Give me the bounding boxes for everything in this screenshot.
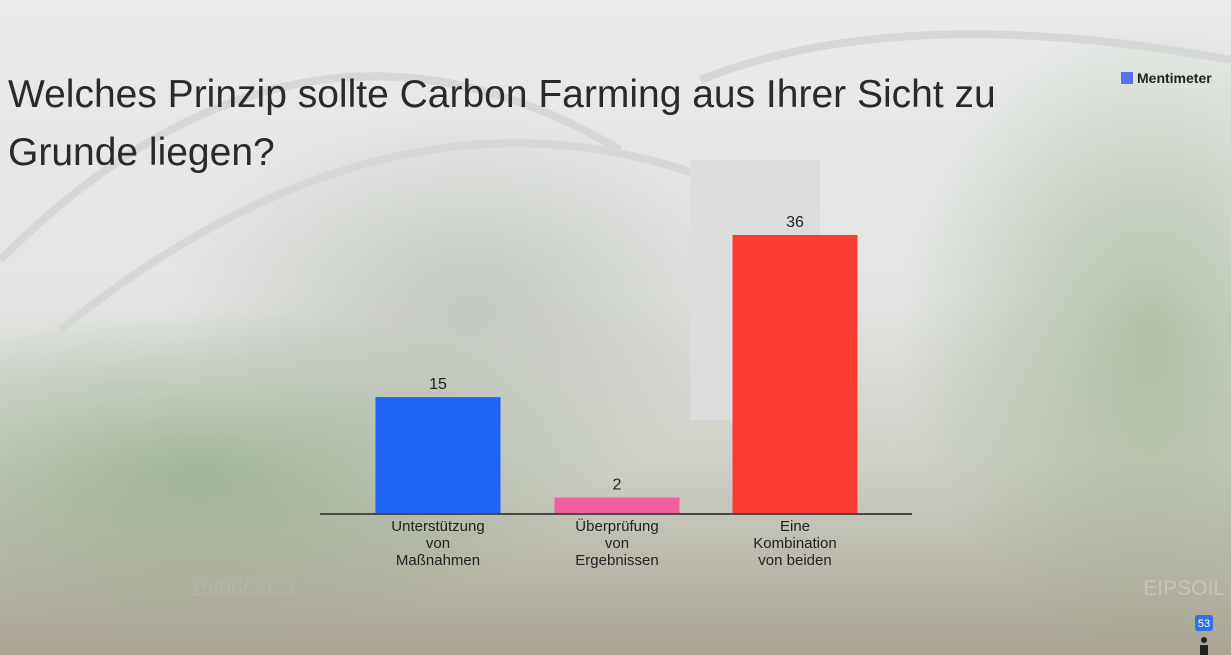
person-icon <box>1201 637 1207 643</box>
footer-date: 15/06/2023 <box>190 577 295 600</box>
category-label: Eine Kombination von beiden <box>745 518 845 569</box>
slide: Mentimeter 15/06/2023 EIPSOIL 53 15 2 36 W… <box>0 0 1231 655</box>
value-label: 36 <box>786 214 804 231</box>
bar <box>555 498 680 513</box>
title: Welches Prinzip sollte Carbon Farming au… <box>8 66 1058 182</box>
value-label: 15 <box>429 376 447 393</box>
branding: Mentimeter <box>1137 70 1212 86</box>
category-label: Überprüfung von Ergebnissen <box>567 518 667 569</box>
footer-project: EIPSOIL <box>1143 577 1225 600</box>
logo-icon <box>1121 72 1133 84</box>
participant-count: 53 <box>1198 618 1210 630</box>
value-label: 2 <box>613 477 622 494</box>
bar <box>733 235 858 513</box>
bar <box>376 397 501 513</box>
category-label: Unterstützung von Maßnahmen <box>388 518 488 569</box>
person-icon <box>1200 645 1208 655</box>
